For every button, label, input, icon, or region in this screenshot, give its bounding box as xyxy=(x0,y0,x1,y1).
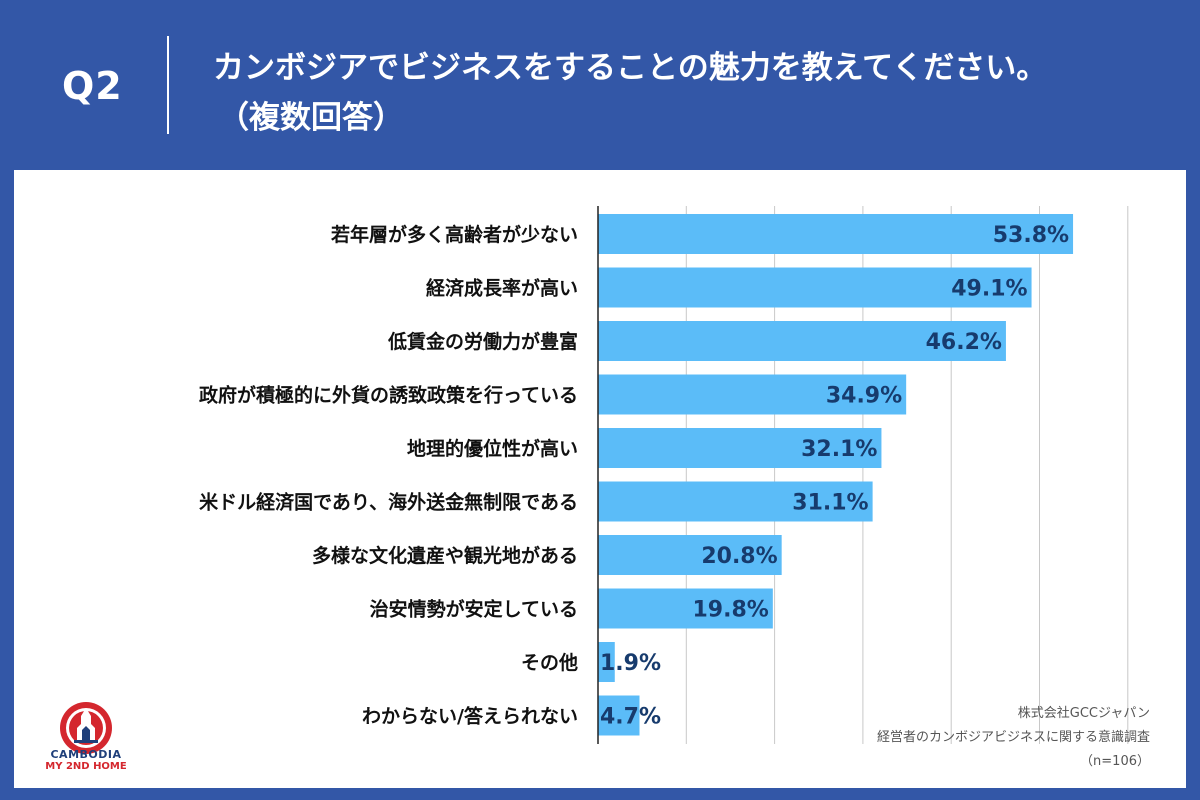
header-divider xyxy=(167,36,169,134)
category-label: 経済成長率が高い xyxy=(426,277,578,300)
value-label: 34.9% xyxy=(826,384,902,409)
logo-text-cambodia: CAMBODIA xyxy=(50,748,122,761)
value-label: 32.1% xyxy=(801,437,877,462)
bar xyxy=(598,642,615,682)
value-label: 49.1% xyxy=(951,277,1027,302)
category-label: 政府が積極的に外貨の誘致政策を行っている xyxy=(199,384,578,407)
bar xyxy=(598,535,782,575)
chart-panel: 若年層が多く高齢者が少ない 53.8% 経済成長率が高い 49.1% 低賃金の労働力が豊… xyxy=(14,170,1186,788)
question-title: カンボジアでビジネスをすることの魅力を教えてください。 xyxy=(213,50,1048,86)
category-label: その他 xyxy=(521,651,578,674)
value-label: 31.1% xyxy=(792,491,868,516)
category-label: 米ドル経済国であり、海外送金無制限である xyxy=(199,491,578,514)
header: Q2 カンボジアでビジネスをすることの魅力を教えてください。 （複数回答） xyxy=(0,0,1200,170)
category-label: 多様な文化遺産や観光地がある xyxy=(312,544,578,567)
bar xyxy=(598,481,873,522)
value-label: 46.2% xyxy=(926,330,1002,355)
value-label: 19.8% xyxy=(693,598,769,623)
bar xyxy=(598,374,907,415)
logo-text-my-2nd-home: MY 2ND HOME xyxy=(45,761,127,772)
question-subtitle: （複数回答） xyxy=(218,100,404,136)
source-sample-size: （n=106） xyxy=(1080,754,1150,769)
bar xyxy=(598,214,1074,254)
category-label: 低賃金の労働力が豊富 xyxy=(387,330,578,353)
bar xyxy=(598,267,1032,308)
value-label: 4.7% xyxy=(600,705,661,730)
value-label: 1.9% xyxy=(600,651,661,676)
bar xyxy=(598,321,1006,361)
source-survey: 経営者のカンボジアビジネスに関する意識調査 xyxy=(876,730,1150,745)
value-label: 20.8% xyxy=(701,544,777,569)
angkor-crest-icon xyxy=(48,698,124,776)
bar xyxy=(598,588,773,629)
category-label: 治安情勢が安定している xyxy=(370,598,578,621)
question-number: Q2 xyxy=(62,64,123,108)
source-company: 株式会社GCCジャパン xyxy=(1017,706,1150,721)
value-label: 53.8% xyxy=(993,223,1069,248)
bar-chart: 若年層が多く高齢者が少ない 53.8% 経済成長率が高い 49.1% 低賃金の労働力が豊… xyxy=(199,206,1129,744)
bar xyxy=(598,428,882,468)
category-label: 若年層が多く高齢者が少ない xyxy=(331,223,578,246)
category-label: 地理的優位性が高い xyxy=(407,437,578,460)
bar xyxy=(598,695,640,736)
category-label: わからない/答えられない xyxy=(362,705,578,728)
